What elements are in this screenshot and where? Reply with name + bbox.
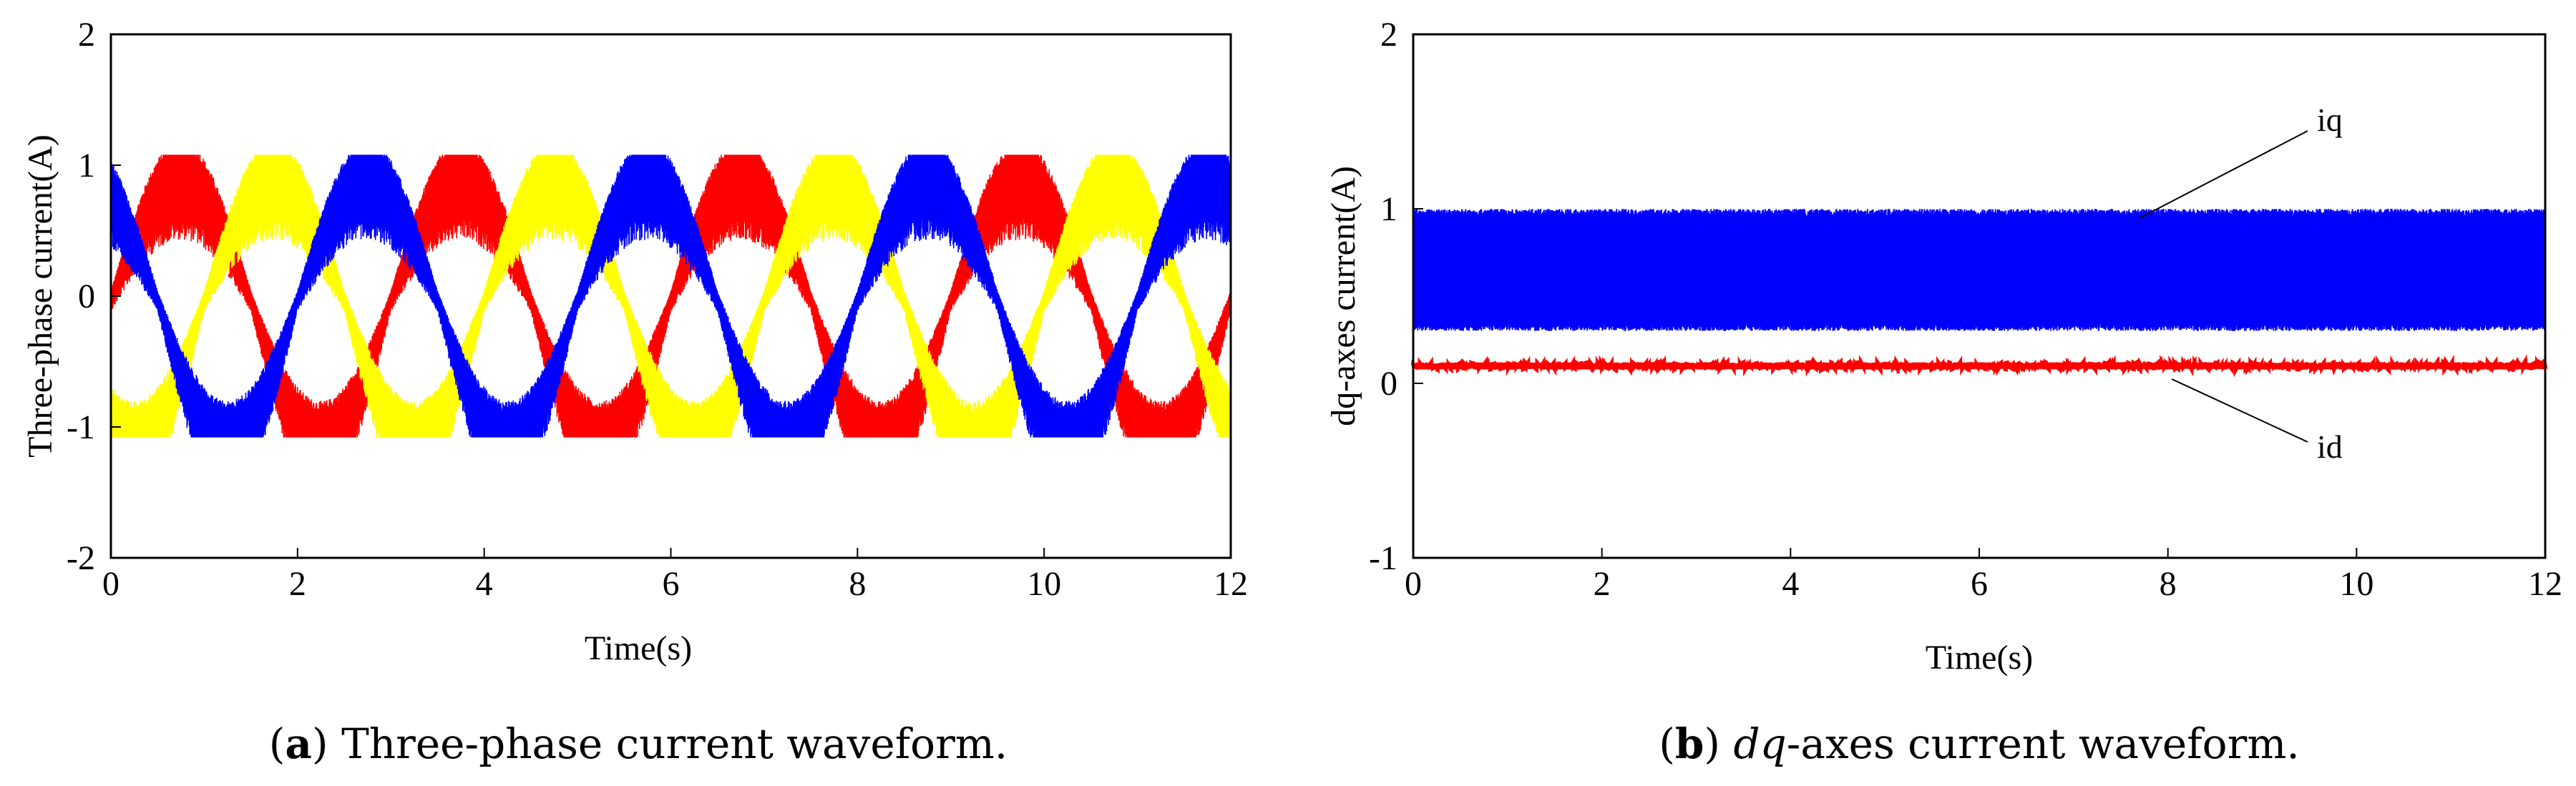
panel-b-plot [1411,208,2547,378]
panel-a-xtick-label: 6 [663,565,680,603]
panel-b-ylabel: dq-axes current(A) [1324,166,1362,426]
panel-a-xtick-label: 4 [476,565,493,603]
panel-a-xtick-label: 2 [289,565,306,603]
panel-b-xlabel: Time(s) [1926,639,2033,677]
panel-a-caption: (a) Three-phase current waveform. [269,719,1008,768]
panel-a-ytick-label: -1 [67,408,95,446]
id-leader-line [2171,378,2308,443]
panel-b-ytick-label: 0 [1380,365,1397,403]
series-iq [1413,208,2546,331]
panel-a-ytick-label: -2 [67,539,95,577]
panel-a-ytick-label: 1 [78,147,95,185]
series-phase-B [110,154,1231,438]
panel-a-ylabel: Three-phase current(A) [21,134,59,458]
iq-annotation: iq [2317,102,2343,138]
panel-b-xtick-label: 12 [2528,565,2562,603]
panel-a-plot [110,154,1231,438]
panel-b-ytick-label: -1 [1369,539,1397,577]
series-phase-C [110,154,1231,438]
panel-a-xtick-label: 8 [849,565,866,603]
panel-b-caption-label: b [1675,719,1704,768]
panel-a-xtick-label: 0 [102,565,119,603]
panel-b-xtick-label: 6 [1971,565,1988,603]
panel-b-xtick-label: 8 [2160,565,2177,603]
panel-b-xtick-label: 4 [1782,565,1799,603]
panel-a-caption-text: Three-phase current waveform. [341,719,1008,768]
panel-b-xtick-label: 0 [1405,565,1422,603]
panel-b-xtick-label: 10 [2339,565,2373,603]
panel-a-caption-label: a [285,719,312,768]
panel-b-caption-italic: dq [1734,719,1787,768]
series-phase-A [110,154,1231,438]
panel-b-ytick-label: 2 [1380,16,1397,54]
id-annotation: id [2317,428,2343,465]
panel-b-xtick-label: 2 [1594,565,1611,603]
panel-a-xtick-label: 12 [1214,565,1248,603]
panel-b-caption: (b) dq-axes current waveform. [1659,719,2300,768]
panel-a-xtick-label: 10 [1027,565,1061,603]
panel-a-ytick-label: 0 [78,277,95,315]
panel-b-ytick-label: 1 [1380,190,1397,228]
panel-a-xlabel: Time(s) [585,629,692,667]
panel-b-caption-text: -axes current waveform. [1787,719,2300,768]
iq-leader-line [2139,130,2308,219]
series-id [1411,354,2547,378]
panel-a-ytick-label: 2 [78,16,95,54]
